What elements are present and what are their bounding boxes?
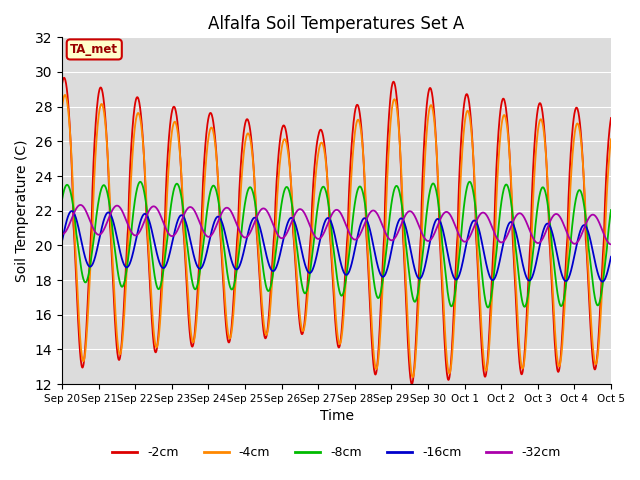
Y-axis label: Soil Temperature (C): Soil Temperature (C): [15, 139, 29, 282]
Legend: -2cm, -4cm, -8cm, -16cm, -32cm: -2cm, -4cm, -8cm, -16cm, -32cm: [108, 442, 566, 465]
Title: Alfalfa Soil Temperatures Set A: Alfalfa Soil Temperatures Set A: [209, 15, 465, 33]
Text: TA_met: TA_met: [70, 43, 118, 56]
X-axis label: Time: Time: [319, 409, 353, 423]
